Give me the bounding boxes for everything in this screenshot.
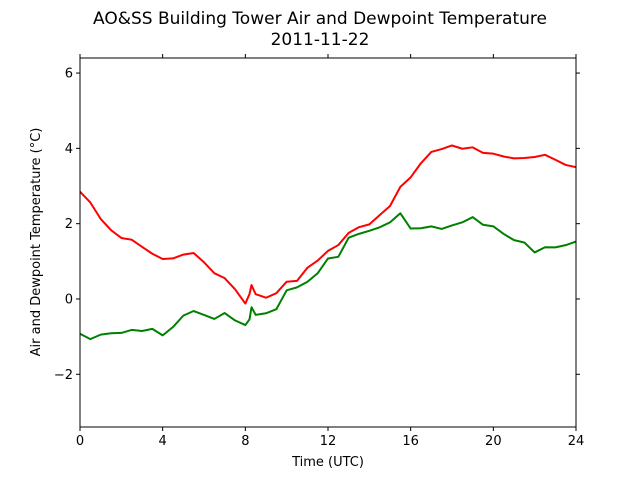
x-axis-label: Time (UTC) xyxy=(291,455,364,470)
x-tick-label: 20 xyxy=(485,434,502,449)
y-tick-label: 6 xyxy=(65,67,73,82)
x-tick-label: 0 xyxy=(76,434,84,449)
y-axis: −2 0 2 4 6 xyxy=(54,67,580,383)
chart-title: AO&SS Building Tower Air and Dewpoint Te… xyxy=(93,9,547,29)
y-tick-label: −2 xyxy=(54,368,73,383)
x-tick-label: 8 xyxy=(241,434,249,449)
x-tick-label: 12 xyxy=(320,434,337,449)
plot-frame xyxy=(79,57,577,428)
x-tick-label: 4 xyxy=(159,434,167,449)
y-tick-label: 2 xyxy=(65,217,73,232)
chart-subtitle: 2011-11-22 xyxy=(271,30,370,50)
y-tick-label: 4 xyxy=(65,142,73,157)
x-tick-label: 16 xyxy=(402,434,419,449)
x-tick-label: 24 xyxy=(568,434,585,449)
y-axis-label: Air and Dewpoint Temperature (°C) xyxy=(29,128,44,357)
x-axis: 0 4 8 12 16 20 24 xyxy=(76,54,584,449)
series-layer xyxy=(80,144,576,341)
y-tick-label: 0 xyxy=(65,292,73,307)
series-line-0 xyxy=(80,144,576,305)
series-line-1 xyxy=(80,212,576,341)
